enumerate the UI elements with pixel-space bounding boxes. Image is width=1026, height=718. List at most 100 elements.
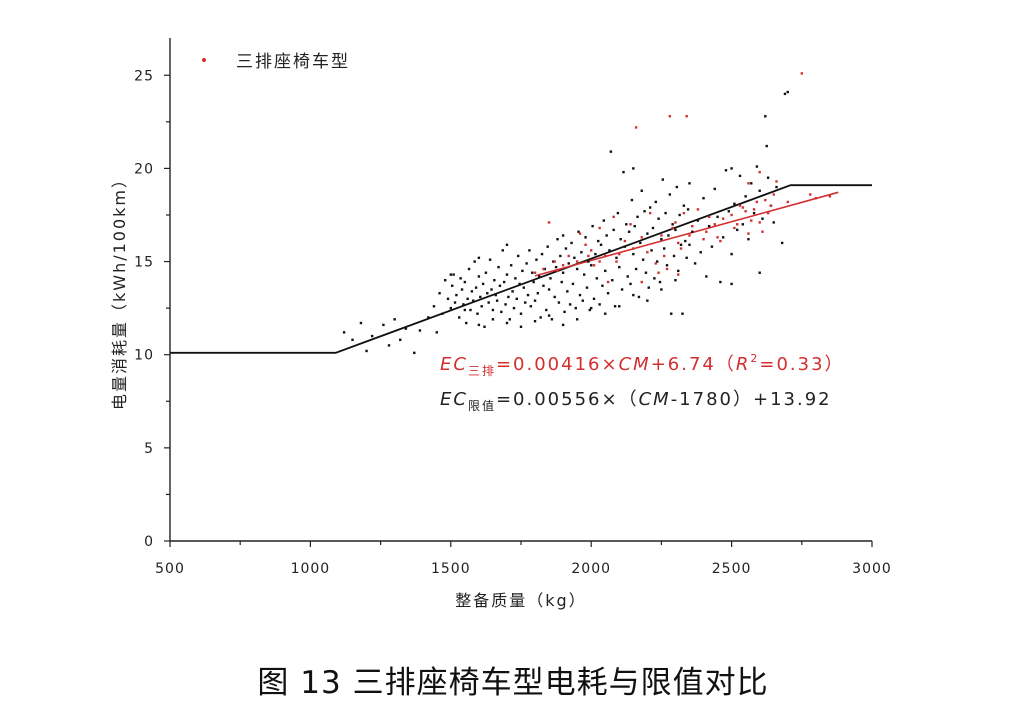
black-point [556,238,559,241]
red-point [761,230,764,233]
black-point [474,286,478,289]
black-point [549,277,552,280]
red-point [738,204,742,207]
red-point [663,254,666,258]
black-point [472,299,475,302]
black-point [713,187,716,191]
red-point [533,271,537,274]
red-point [733,226,736,230]
black-point [494,293,497,297]
black-point [528,249,531,252]
black-point [590,264,593,267]
black-point [554,265,558,269]
black-point [575,318,579,321]
black-point [765,144,768,148]
red-point [556,269,559,273]
y-tick-label: 25 [134,68,154,84]
black-point [470,290,474,293]
black-point [515,297,518,301]
eq-red-body2: +6.74（ [651,354,736,375]
black-point [660,238,663,241]
red-point [705,230,708,233]
x-tick-label: 1000 [291,561,331,577]
eq-black-prefix: EC [440,389,468,410]
eq-red-r: R [736,354,751,375]
red-point [730,213,733,217]
black-point [519,325,523,328]
black-point [563,310,566,314]
black-point [460,288,464,291]
black-point [667,234,670,237]
black-point [679,243,683,246]
red-point [567,254,570,258]
red-point [696,208,700,211]
black-point [526,293,530,297]
black-point [491,308,495,312]
red-point [604,254,607,258]
eq-red-cm: CM [619,354,651,375]
black-point [620,288,624,291]
red-point [587,254,590,258]
figure-caption: 图 13 三排座椅车型电耗与限值对比 [257,665,769,701]
eq-red-body3: =0.33） [759,354,844,375]
red-point [809,193,812,196]
black-point [505,273,509,276]
black-point [648,206,652,209]
y-tick-label: 20 [134,161,154,177]
black-point [623,245,627,248]
red-point [674,221,677,224]
black-point [707,224,711,228]
black-point [674,228,677,232]
red-point [606,280,610,284]
black-point [613,305,617,308]
black-point [550,318,554,321]
black-point [508,318,511,321]
black-point [671,223,674,226]
black-point [688,243,691,246]
black-point [476,312,479,315]
black-point [570,241,573,245]
black-point [744,195,747,198]
black-point [674,278,677,282]
black-point [677,269,680,273]
red-point [747,182,750,185]
black-point [500,310,503,314]
black-point [775,185,778,189]
red-point [578,232,582,235]
axes [169,38,872,542]
black-point [604,312,607,315]
black-point [498,284,502,287]
black-point [459,277,462,280]
y-tick-label: 10 [134,348,154,364]
black-point [497,265,500,269]
red-point [646,251,649,254]
black-point [540,252,544,256]
legend: 三排座椅车型 [202,52,348,72]
black-point [601,284,604,287]
black-point [553,295,556,299]
eq-black-body2: -1780）+13.92 [671,389,832,410]
black-point [783,92,787,96]
black-point [738,174,742,178]
black-point [632,167,635,170]
black-point [524,301,527,304]
red-point [716,236,719,239]
black-point [382,323,385,327]
black-point [618,265,621,269]
black-point [625,223,628,226]
x-tick-label: 1500 [431,561,471,577]
black-point [514,277,517,280]
black-point [463,308,467,312]
black-point [547,314,551,317]
black-point [655,260,659,263]
black-point [507,295,510,299]
black-point [581,299,584,302]
black-point [719,280,722,284]
black-point [560,280,563,284]
black-point [571,282,575,286]
black-point [661,178,665,181]
red-point [713,223,716,226]
black-point [693,262,697,265]
black-point [747,238,750,241]
red-point [542,267,545,271]
